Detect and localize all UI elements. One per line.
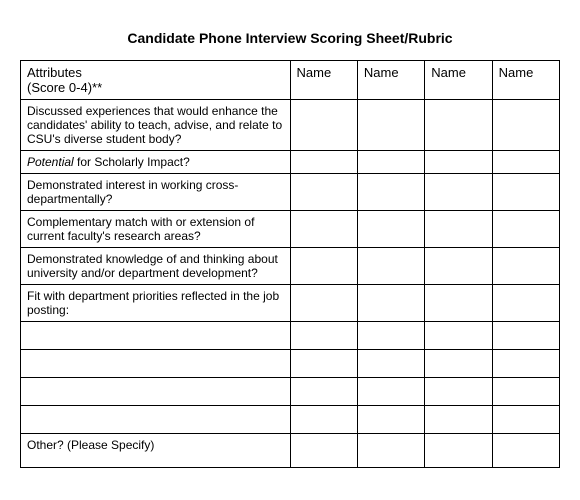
score-cell bbox=[492, 100, 559, 151]
attribute-text: Fit with department priorities reflected… bbox=[27, 289, 279, 317]
table-row: Discussed experiences that would enhance… bbox=[21, 100, 560, 151]
score-cell bbox=[290, 434, 357, 468]
attribute-cell bbox=[21, 350, 291, 378]
attribute-text: Other? (Please Specify) bbox=[27, 438, 154, 452]
score-cell bbox=[425, 211, 492, 248]
header-attr-line2: (Score 0-4)** bbox=[27, 80, 102, 95]
attribute-text: for Scholarly Impact? bbox=[74, 155, 190, 169]
table-row: Demonstrated knowledge of and thinking a… bbox=[21, 248, 560, 285]
italic-text: Potential bbox=[27, 155, 74, 169]
score-cell bbox=[290, 248, 357, 285]
score-cell bbox=[425, 151, 492, 174]
attribute-text: Demonstrated interest in working cross-d… bbox=[27, 178, 238, 206]
score-cell bbox=[492, 434, 559, 468]
score-cell bbox=[425, 434, 492, 468]
score-cell bbox=[492, 406, 559, 434]
table-row: Potential for Scholarly Impact? bbox=[21, 151, 560, 174]
attribute-cell: Fit with department priorities reflected… bbox=[21, 285, 291, 322]
header-name-1: Name bbox=[290, 61, 357, 100]
score-cell bbox=[290, 174, 357, 211]
score-cell bbox=[290, 350, 357, 378]
score-cell bbox=[425, 378, 492, 406]
score-cell bbox=[492, 151, 559, 174]
score-cell bbox=[492, 378, 559, 406]
score-cell bbox=[290, 406, 357, 434]
attribute-cell: Demonstrated knowledge of and thinking a… bbox=[21, 248, 291, 285]
attribute-text: Discussed experiences that would enhance… bbox=[27, 104, 282, 146]
scoring-table: Attributes (Score 0-4)** Name Name Name … bbox=[20, 60, 560, 468]
score-cell bbox=[357, 248, 424, 285]
attribute-text: Demonstrated knowledge of and thinking a… bbox=[27, 252, 278, 280]
score-cell bbox=[492, 211, 559, 248]
score-cell bbox=[290, 211, 357, 248]
score-cell bbox=[357, 434, 424, 468]
document-page: Candidate Phone Interview Scoring Sheet/… bbox=[0, 0, 580, 488]
score-cell bbox=[492, 350, 559, 378]
score-cell bbox=[492, 322, 559, 350]
header-name-3: Name bbox=[425, 61, 492, 100]
attribute-text: Complementary match with or extension of… bbox=[27, 215, 254, 243]
table-row: Complementary match with or extension of… bbox=[21, 211, 560, 248]
header-attr-line1: Attributes bbox=[27, 65, 82, 80]
header-name-2: Name bbox=[357, 61, 424, 100]
score-cell bbox=[290, 100, 357, 151]
score-cell bbox=[357, 406, 424, 434]
attribute-cell bbox=[21, 322, 291, 350]
table-header-row: Attributes (Score 0-4)** Name Name Name … bbox=[21, 61, 560, 100]
score-cell bbox=[425, 406, 492, 434]
table-row bbox=[21, 350, 560, 378]
table-row: Fit with department priorities reflected… bbox=[21, 285, 560, 322]
attribute-cell: Discussed experiences that would enhance… bbox=[21, 100, 291, 151]
document-title: Candidate Phone Interview Scoring Sheet/… bbox=[20, 30, 560, 46]
score-cell bbox=[492, 285, 559, 322]
attribute-cell: Potential for Scholarly Impact? bbox=[21, 151, 291, 174]
table-row bbox=[21, 378, 560, 406]
attribute-cell: Other? (Please Specify) bbox=[21, 434, 291, 468]
score-cell bbox=[357, 151, 424, 174]
score-cell bbox=[357, 378, 424, 406]
score-cell bbox=[290, 378, 357, 406]
score-cell bbox=[425, 285, 492, 322]
score-cell bbox=[357, 100, 424, 151]
attribute-cell bbox=[21, 378, 291, 406]
attribute-cell: Demonstrated interest in working cross-d… bbox=[21, 174, 291, 211]
score-cell bbox=[357, 285, 424, 322]
score-cell bbox=[290, 322, 357, 350]
score-cell bbox=[425, 248, 492, 285]
score-cell bbox=[425, 322, 492, 350]
score-cell bbox=[492, 174, 559, 211]
table-row bbox=[21, 322, 560, 350]
header-name-4: Name bbox=[492, 61, 559, 100]
score-cell bbox=[425, 174, 492, 211]
score-cell bbox=[492, 248, 559, 285]
attribute-cell: Complementary match with or extension of… bbox=[21, 211, 291, 248]
score-cell bbox=[290, 151, 357, 174]
score-cell bbox=[357, 350, 424, 378]
score-cell bbox=[357, 211, 424, 248]
score-cell bbox=[425, 100, 492, 151]
table-row: Other? (Please Specify) bbox=[21, 434, 560, 468]
attribute-cell bbox=[21, 406, 291, 434]
header-attributes: Attributes (Score 0-4)** bbox=[21, 61, 291, 100]
score-cell bbox=[425, 350, 492, 378]
score-cell bbox=[357, 174, 424, 211]
score-cell bbox=[357, 322, 424, 350]
score-cell bbox=[290, 285, 357, 322]
table-row bbox=[21, 406, 560, 434]
table-row: Demonstrated interest in working cross-d… bbox=[21, 174, 560, 211]
